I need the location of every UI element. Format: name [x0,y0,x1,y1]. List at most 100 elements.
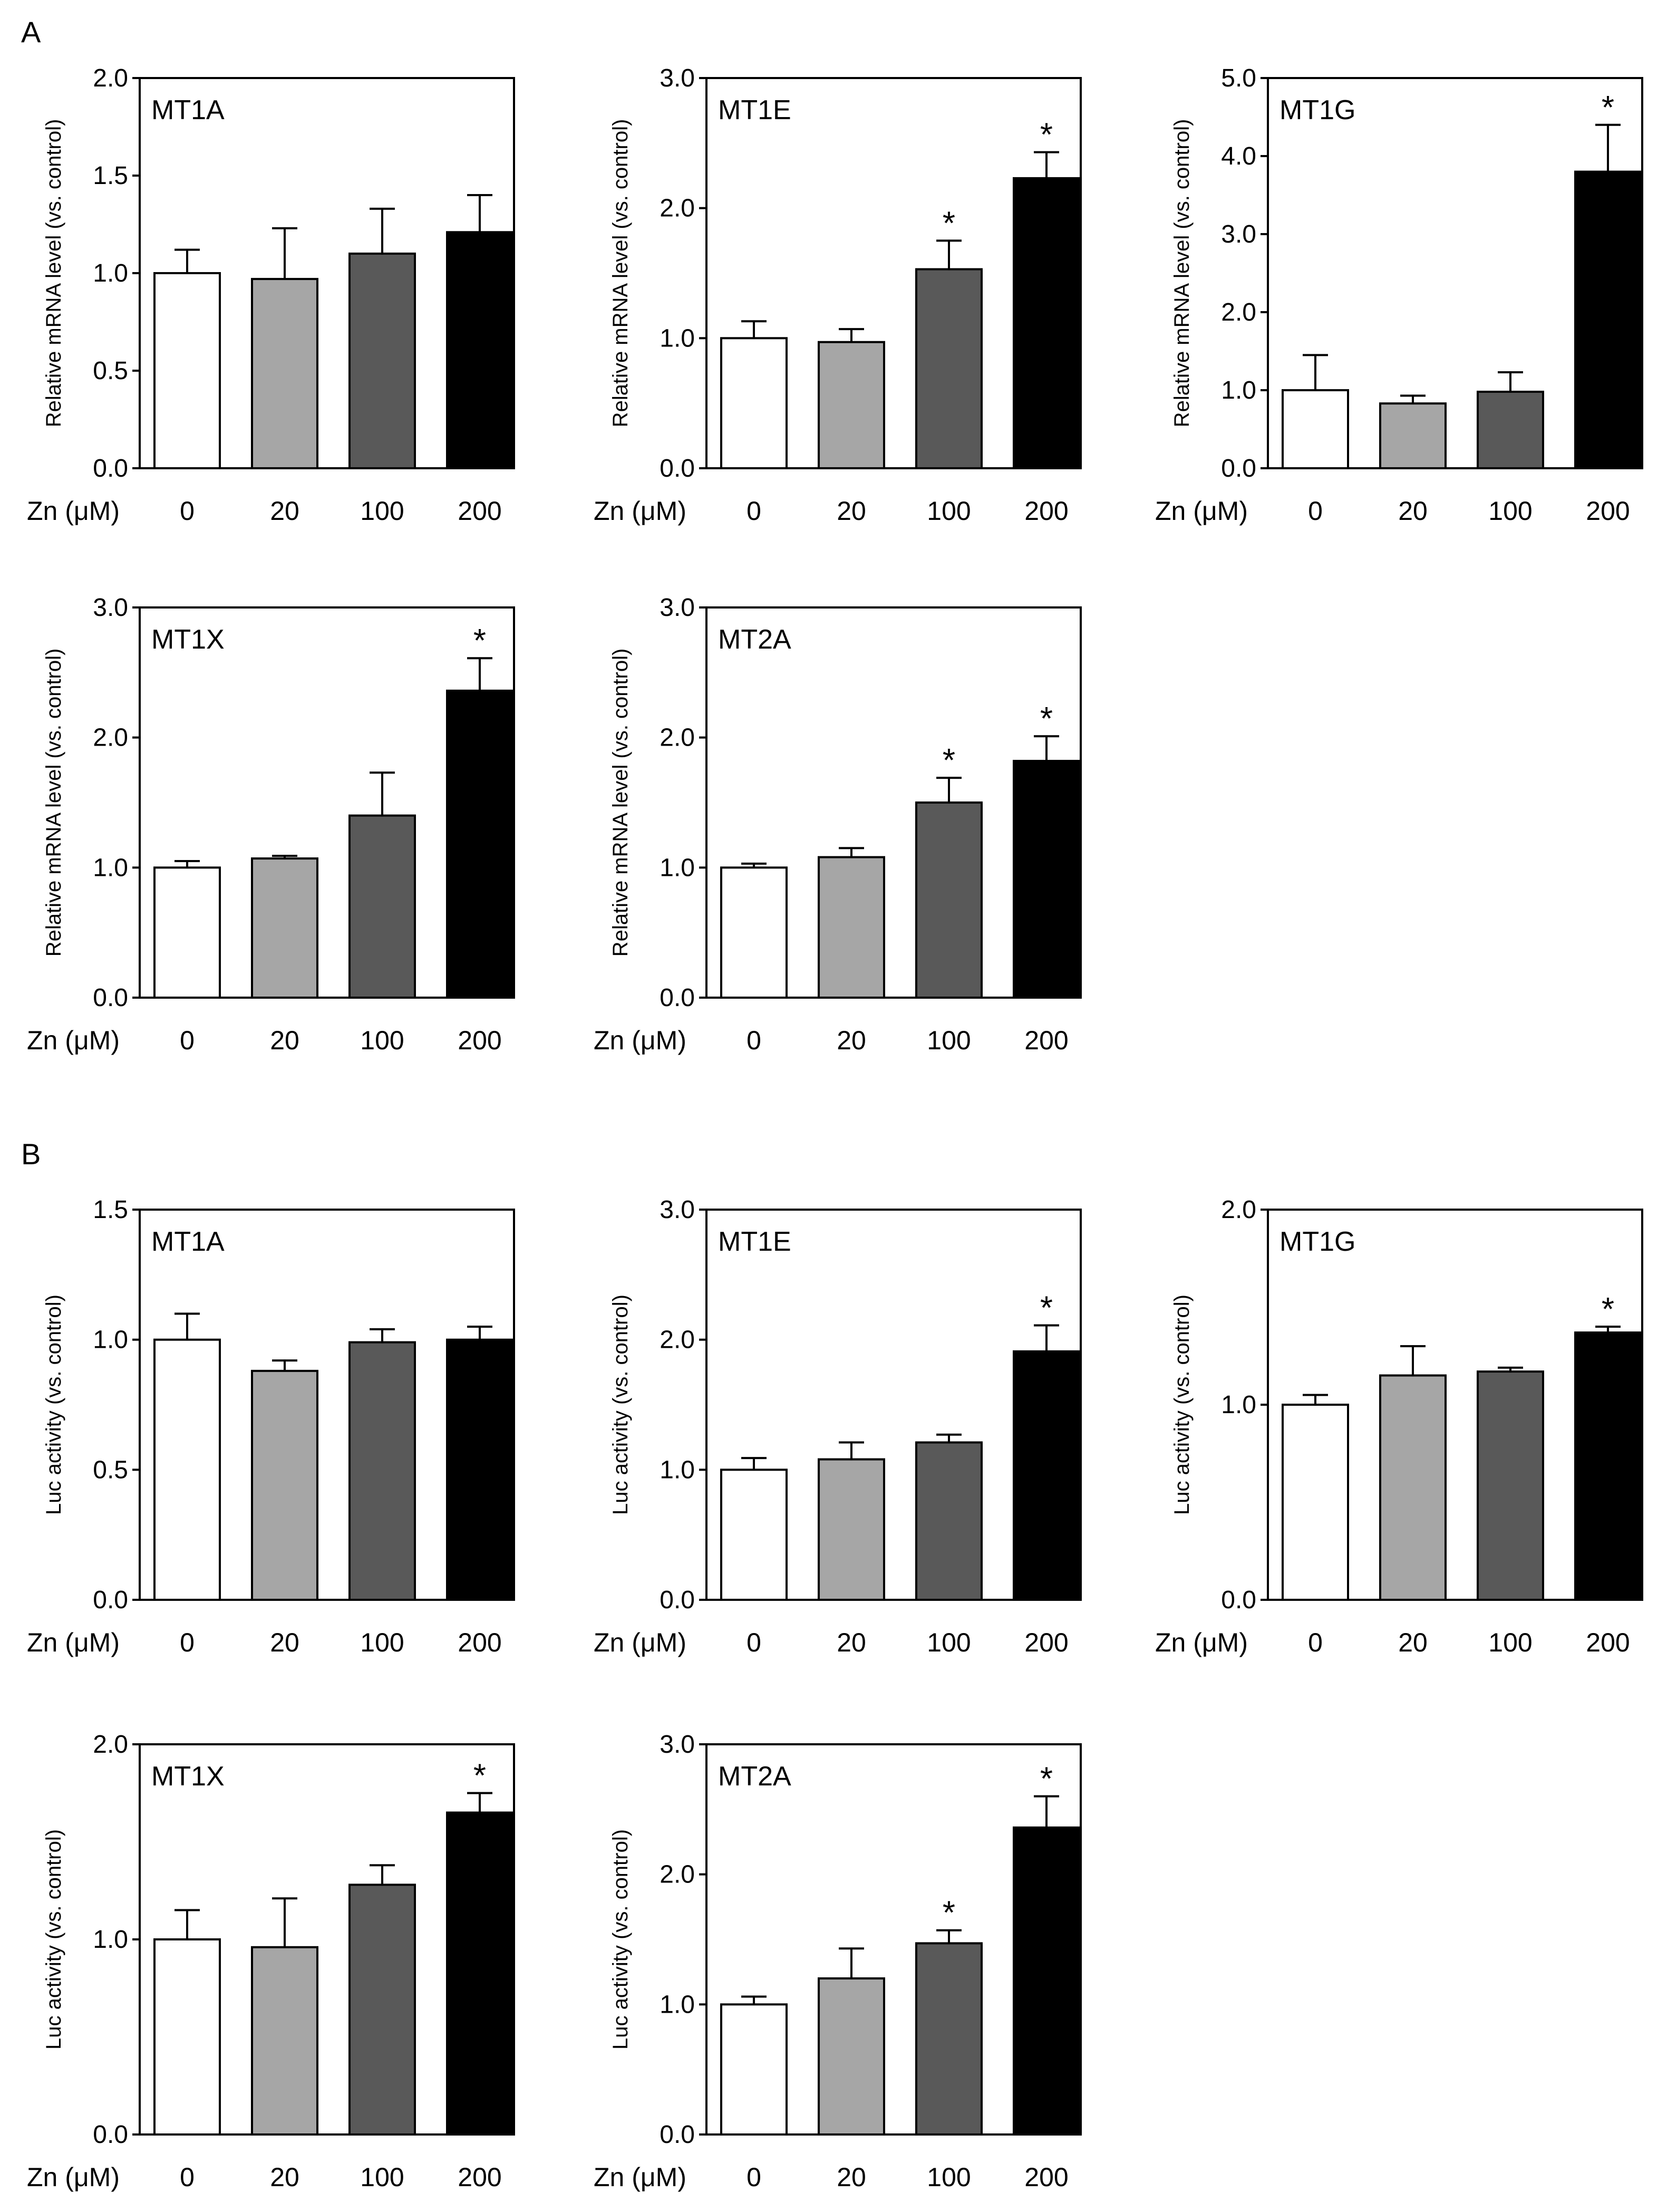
chart-title: MT2A [718,624,791,655]
y-tick-label: 1.0 [660,1456,695,1484]
x-tick-label: 20 [837,1026,866,1055]
x-tick-label: 100 [927,1026,971,1055]
y-tick-label: 1.0 [660,324,695,352]
y-tick-label: 1.0 [93,259,128,287]
x-tick-label: 200 [1024,496,1068,526]
error-bar [839,847,864,857]
y-axis-label: Luc activity (vs. control) [609,1829,632,2050]
y-tick-label: 1.5 [93,1196,128,1224]
x-tick-label: 20 [270,1026,299,1055]
bar-100 [348,1341,416,1601]
x-tick-label: 100 [360,1628,404,1657]
y-tick-label: 0.0 [93,1586,128,1614]
error-bar [175,860,200,868]
error-bar [1400,1345,1426,1376]
x-axis-label: Zn (μM) [594,1628,686,1657]
y-tick-label: 0.0 [93,455,128,482]
x-axis-label: Zn (μM) [1155,496,1248,526]
bar-200 [1574,1331,1642,1601]
x-tick-label: 100 [1488,1628,1532,1657]
x-tick-label: 100 [927,496,971,526]
error-bar [936,239,962,269]
error-bar [467,657,492,691]
chart-a-mt1e: 0.0 1.0 2.0 3.0 Relative mRNA level (vs. con… [594,64,1082,526]
y-axis-label: Relative mRNA level (vs. control) [42,649,65,957]
error-bar [741,1457,767,1470]
y-tick-label: 2.0 [93,724,128,752]
error-bar [370,771,395,816]
bar-200 [446,1811,513,2136]
significance-star: * [1040,1290,1053,1327]
panel-label-b: B [21,1137,41,1171]
significance-star: * [473,1758,486,1794]
error-bar [1034,151,1059,178]
y-tick-label: 0.0 [660,1586,695,1614]
bar-200 [1013,177,1080,469]
charts-container: 0.0 0.5 1.0 1.5 2.0 Relative mRNA level (vs. … [27,64,1643,2192]
x-tick-label: 100 [927,2162,971,2192]
x-tick-label: 200 [458,2162,501,2192]
y-axis-label: Luc activity (vs. control) [42,1295,65,1515]
x-axis-label: Zn (μM) [27,1026,120,1055]
error-bar [839,1441,864,1460]
bar-200 [1013,1350,1080,1601]
bar-200 [1013,1826,1080,2136]
bar-200 [1013,760,1080,999]
x-tick-label: 0 [1308,496,1323,526]
y-tick-label: 3.0 [660,594,695,622]
y-tick-label: 1.0 [93,854,128,882]
error-bar [272,855,297,859]
error-bar [272,227,297,279]
error-bar [467,194,492,233]
error-bar [936,1929,962,1944]
y-axis-label: Relative mRNA level (vs. control) [42,119,65,428]
x-tick-label: 20 [270,496,299,526]
bar-20 [251,857,318,999]
bar-100 [915,268,983,469]
x-axis-label: Zn (μM) [27,496,120,526]
x-tick-label: 100 [927,1628,971,1657]
x-axis-label: Zn (μM) [594,496,686,526]
x-tick-label: 200 [458,1628,501,1657]
x-axis-label: Zn (μM) [594,2162,686,2192]
bar-0 [720,866,788,999]
error-bar [175,1909,200,1939]
bar-20 [818,856,885,999]
x-tick-label: 200 [458,1026,501,1055]
y-tick-label: 3.0 [1221,220,1256,248]
bar-20 [1379,402,1447,469]
error-bar [175,1312,200,1340]
x-tick-label: 0 [747,1026,761,1055]
significance-star: * [1040,701,1053,737]
chart-b-mt1g: 0.0 1.0 2.0 Luc activity (vs. control) MT1G Z… [1155,1196,1643,1657]
error-bar [741,1995,767,2005]
y-tick-label: 2.0 [93,1731,128,1759]
x-tick-label: 200 [1586,1628,1630,1657]
y-tick-label: 2.0 [660,195,695,223]
chart-a-mt1a: 0.0 0.5 1.0 1.5 2.0 Relative mRNA level (vs. … [27,64,515,526]
y-tick-label: 3.0 [660,1731,695,1759]
error-bar [272,1897,297,1947]
error-bar [1595,1326,1621,1333]
x-tick-label: 100 [360,496,404,526]
plot-frame [705,1209,1082,1601]
bar-200 [446,231,513,469]
significance-star: * [1040,1761,1053,1798]
plot-frame [139,1209,515,1601]
chart-title: MT1G [1279,95,1355,125]
significance-star: * [1602,90,1614,126]
bar-0 [720,2003,788,2136]
bar-100 [348,1883,416,2136]
bar-0 [153,1938,221,2136]
plot-frame [1267,77,1643,469]
x-tick-label: 100 [360,2162,404,2192]
x-axis-label: Zn (μM) [1155,1628,1248,1657]
chart-title: MT1E [718,1226,791,1257]
error-bar [370,1864,395,1885]
significance-star: * [943,742,955,779]
bar-0 [720,1469,788,1601]
x-tick-label: 0 [180,496,195,526]
x-axis-label: Zn (μM) [27,2162,120,2192]
error-bar [467,1326,492,1340]
